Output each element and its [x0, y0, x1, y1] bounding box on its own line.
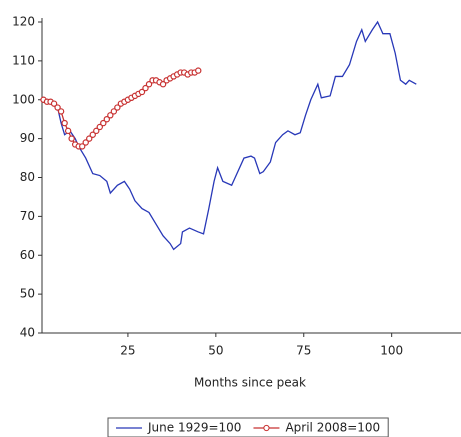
y-tick-label: 110 [12, 53, 35, 67]
point [142, 84, 149, 92]
y-tick-label: 40 [20, 326, 35, 340]
point [78, 143, 86, 150]
x-tick-label: 100 [380, 344, 403, 358]
point [50, 100, 58, 107]
legend-label: April 2008=100 [285, 421, 380, 435]
point [93, 127, 100, 135]
point [57, 108, 65, 115]
point [114, 104, 121, 111]
point [100, 119, 107, 127]
point [138, 88, 146, 96]
y-tick-label: 120 [12, 15, 35, 29]
point [110, 108, 118, 115]
y-tick-label: 90 [20, 131, 35, 145]
point [96, 123, 103, 131]
y-tick-label: 50 [20, 287, 35, 301]
y-tick-label: 60 [20, 248, 35, 262]
legend [107, 417, 389, 437]
point [86, 135, 93, 142]
point [103, 115, 111, 123]
point [64, 127, 72, 135]
point [61, 119, 68, 127]
point [89, 131, 96, 138]
y-tick-label: 70 [20, 209, 35, 223]
point [54, 104, 61, 111]
y-tick-label: 80 [20, 170, 35, 184]
point [195, 67, 202, 74]
y-tick-label: 100 [12, 92, 35, 106]
x-tick-label: 75 [296, 344, 311, 358]
point [107, 112, 114, 119]
legend-label: June 1929=100 [147, 421, 241, 435]
x-tick-label: 50 [208, 344, 223, 358]
point [68, 135, 75, 142]
line [41, 20, 417, 251]
line [43, 70, 199, 148]
point [82, 139, 89, 146]
point [145, 80, 153, 88]
legend-marker [263, 424, 270, 432]
x-axis-label: Months since peak [194, 376, 306, 390]
point [159, 80, 167, 88]
x-tick-label: 25 [120, 344, 135, 358]
